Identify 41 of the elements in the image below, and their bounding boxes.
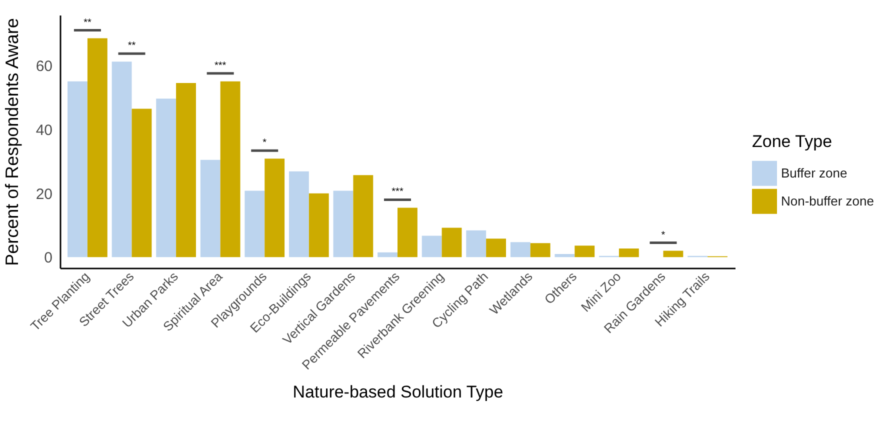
bar bbox=[378, 252, 398, 258]
y-tick-label: 60 bbox=[36, 58, 52, 76]
bar bbox=[466, 230, 486, 258]
annotation: ** bbox=[128, 40, 136, 52]
legend-label: Non-buffer zone bbox=[781, 193, 874, 208]
bar bbox=[156, 98, 176, 258]
bar bbox=[288, 171, 309, 258]
bar bbox=[87, 38, 108, 258]
bar bbox=[398, 208, 418, 258]
y-tick-label: 40 bbox=[36, 122, 52, 140]
y-axis-title: Percent of Respondents Aware bbox=[2, 18, 22, 266]
annotation: * bbox=[262, 138, 267, 149]
y-tick-label: 20 bbox=[36, 186, 52, 203]
bar bbox=[422, 236, 442, 258]
bar bbox=[486, 238, 506, 258]
bar bbox=[176, 82, 196, 258]
legend-title: Zone Type bbox=[752, 132, 832, 151]
x-axis-title: Nature-based Solution Type bbox=[292, 382, 504, 402]
annotation: ** bbox=[84, 17, 92, 28]
bar bbox=[442, 228, 462, 258]
bar bbox=[663, 250, 684, 258]
bar bbox=[220, 81, 240, 258]
annotation: *** bbox=[214, 60, 226, 72]
bar bbox=[353, 175, 374, 258]
bar bbox=[554, 254, 575, 258]
bar bbox=[200, 160, 220, 258]
bar bbox=[618, 248, 639, 258]
bar bbox=[244, 190, 265, 258]
bar bbox=[308, 193, 329, 258]
bar bbox=[574, 246, 595, 258]
bar bbox=[510, 242, 530, 258]
bar bbox=[132, 108, 152, 258]
annotation: *** bbox=[392, 186, 404, 198]
bar bbox=[333, 190, 354, 258]
bar bbox=[112, 62, 132, 258]
y-tick-label: 0 bbox=[44, 250, 52, 267]
bar bbox=[264, 158, 285, 258]
bar bbox=[530, 243, 550, 258]
legend-label: Buffer zone bbox=[781, 165, 848, 180]
annotation: * bbox=[661, 230, 666, 241]
bar bbox=[68, 81, 88, 258]
